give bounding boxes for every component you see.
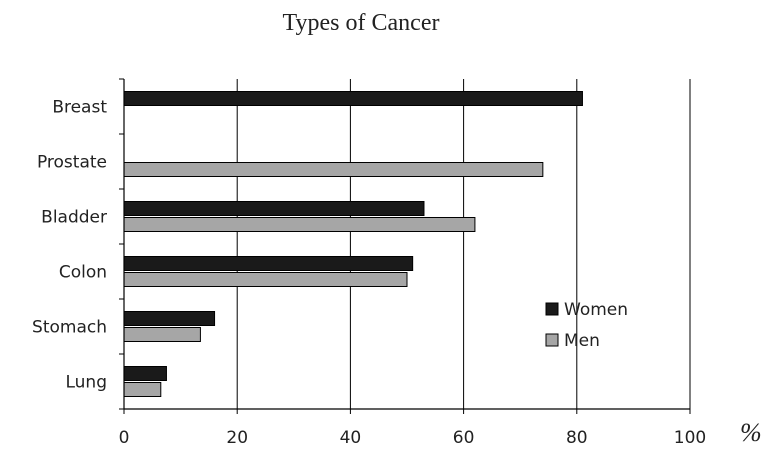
category-labels: Breast Prostate Bladder Colon Stomach Lung [32,98,107,393]
axes [119,78,691,414]
unit-label: % [740,418,762,447]
category-label: Bladder [41,208,107,228]
bar-men [123,327,201,342]
bar-men [123,272,408,287]
legend-swatch [545,333,559,347]
bar-women [123,256,414,271]
tick-labels: 0 20 40 60 80 100 [119,428,707,448]
bar-women [123,311,216,326]
category-label: Lung [65,373,107,393]
legend-label: Men [564,331,600,351]
legend: Women Men [545,300,628,351]
x-tick-label: 80 [566,428,588,448]
x-tick-label: 100 [674,428,706,448]
bar-men [123,382,162,397]
category-label: Stomach [32,318,107,338]
legend-swatch [545,302,559,316]
x-tick-label: 20 [226,428,248,448]
bar-women [123,366,167,381]
bar-men [123,217,476,232]
bar-men [123,162,544,177]
x-tick-label: 40 [340,428,362,448]
bars [123,91,583,397]
category-label: Colon [59,263,107,283]
bar-women [123,201,425,216]
chart-title: Types of Cancer [283,10,440,36]
x-tick-label: 0 [119,428,130,448]
category-label: Breast [52,98,107,118]
bar-women [123,91,583,106]
gridlines [236,79,691,409]
legend-label: Women [564,300,628,320]
category-label: Prostate [37,153,107,173]
x-tick-label: 60 [453,428,475,448]
